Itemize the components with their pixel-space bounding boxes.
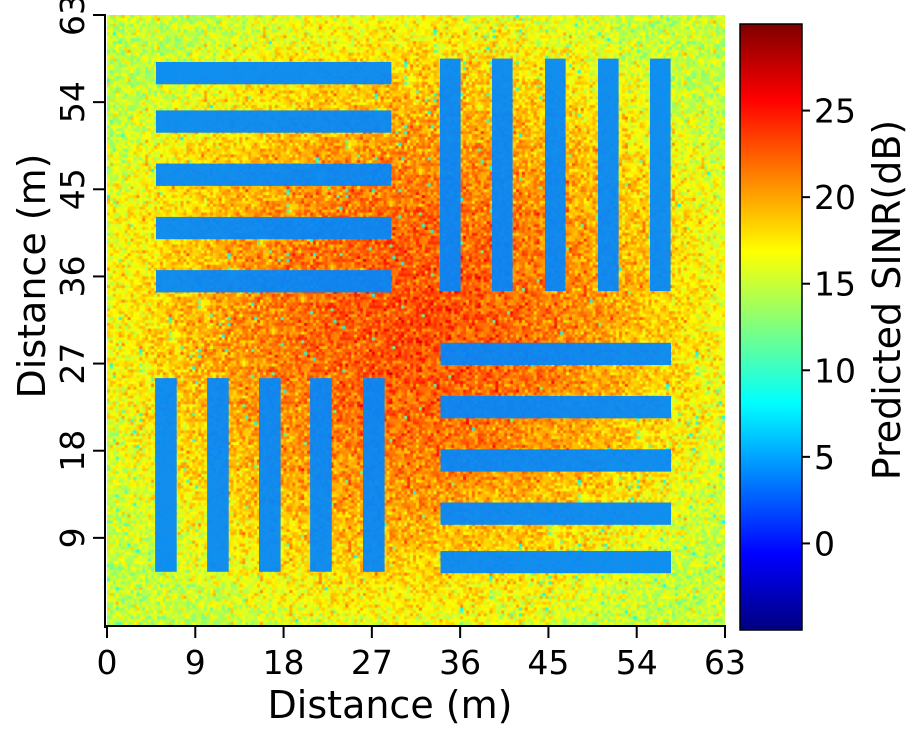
stripe-bottom-left-vertical-1 xyxy=(155,378,177,572)
stripe-bottom-right-horizontal-5 xyxy=(440,550,671,574)
x-axis: 0 9 18 27 36 45 54 63 Distance (m) xyxy=(97,625,746,727)
stripe-top-left-horizontal-5 xyxy=(156,270,392,293)
x-tick-label: 54 xyxy=(616,643,658,682)
colorbar-tick-label: 10 xyxy=(814,351,856,390)
stripe-top-left-horizontal-1 xyxy=(156,62,392,85)
colorbar-tick-label: 25 xyxy=(814,92,856,131)
colorbar-gradient xyxy=(739,23,803,631)
x-tick-label: 18 xyxy=(263,643,305,682)
stripe-marks xyxy=(155,58,671,574)
colorbar-tick-label: 20 xyxy=(814,178,856,217)
stripe-top-left-horizontal-3 xyxy=(156,163,392,186)
stripe-top-left-horizontal-4 xyxy=(156,216,392,240)
y-axis: 9 18 27 36 45 54 63 Distance (m) xyxy=(10,0,106,628)
y-tick-label: 18 xyxy=(53,430,92,472)
y-tick-label: 9 xyxy=(53,527,92,548)
x-tick-label: 45 xyxy=(527,643,569,682)
stripe-top-right-vertical-2 xyxy=(492,58,513,291)
y-tick-label: 36 xyxy=(53,255,92,297)
stripe-bottom-right-horizontal-3 xyxy=(440,449,671,472)
x-tick-label: 9 xyxy=(185,643,206,682)
colorbar-tick-label: 5 xyxy=(814,438,835,477)
x-tick-label: 27 xyxy=(351,643,393,682)
x-tick-label: 63 xyxy=(704,643,746,682)
colorbar-label: Predicted SINR(dB) xyxy=(865,120,909,480)
x-axis-label: Distance (m) xyxy=(268,683,513,727)
colorbar-tick-label: 15 xyxy=(814,265,856,304)
stripe-bottom-left-vertical-2 xyxy=(207,378,229,572)
stripe-top-right-vertical-3 xyxy=(545,58,566,291)
colorbar: 0 5 10 15 20 25 Predicted SINR(dB) xyxy=(739,23,909,631)
stripe-bottom-right-horizontal-2 xyxy=(440,396,671,419)
y-tick-label: 63 xyxy=(53,0,92,36)
stripe-bottom-left-vertical-4 xyxy=(310,378,332,572)
stripe-top-right-vertical-1 xyxy=(440,58,461,291)
y-tick-label: 27 xyxy=(53,343,92,385)
stripe-bottom-right-horizontal-1 xyxy=(440,342,671,366)
x-tick-label: 0 xyxy=(97,643,118,682)
stripe-bottom-left-vertical-3 xyxy=(259,378,281,572)
x-tick-label: 36 xyxy=(439,643,481,682)
heatmap-plot-area xyxy=(107,15,725,625)
stripe-top-left-horizontal-2 xyxy=(156,110,392,133)
stripe-bottom-left-vertical-5 xyxy=(363,378,385,572)
y-axis-label: Distance (m) xyxy=(10,154,54,399)
colorbar-tick-label: 0 xyxy=(814,524,835,563)
y-tick-label: 54 xyxy=(53,81,92,123)
stripe-bottom-right-horizontal-4 xyxy=(440,502,671,525)
y-tick-label: 45 xyxy=(53,168,92,210)
heatmap-canvas-holder xyxy=(107,15,725,625)
stripe-top-right-vertical-5 xyxy=(650,58,671,291)
stripe-top-right-vertical-4 xyxy=(598,58,619,291)
